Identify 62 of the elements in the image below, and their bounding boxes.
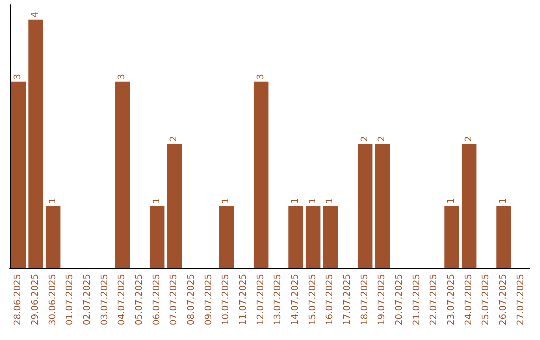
- x-tick-label: 02.07.2025: [83, 274, 93, 326]
- data-label: 1: [308, 198, 318, 204]
- bar: [46, 206, 61, 268]
- x-tick-label: 07.07.2025: [170, 274, 180, 326]
- x-tick-label: 23.07.2025: [447, 274, 457, 326]
- x-tick-label: 08.07.2025: [187, 274, 197, 326]
- x-tick-label: 11.07.2025: [239, 274, 249, 326]
- bar: [254, 82, 269, 268]
- data-label: 1: [326, 198, 336, 204]
- x-tick-label: 09.07.2025: [204, 274, 214, 326]
- x-tick-label: 17.07.2025: [343, 274, 353, 326]
- bar: [28, 20, 44, 268]
- bar: [444, 206, 460, 268]
- x-tick-label: 22.07.2025: [430, 274, 440, 326]
- x-tick-label: 18.07.2025: [360, 274, 370, 326]
- x-tick-label: 12.07.2025: [256, 274, 266, 326]
- bar: [11, 82, 26, 268]
- x-tick-label: 05.07.2025: [135, 274, 145, 326]
- data-label: 2: [464, 136, 474, 142]
- x-tick-label: 30.06.2025: [48, 274, 58, 326]
- x-tick-label: 06.07.2025: [152, 274, 162, 326]
- x-tick-label: 14.07.2025: [291, 274, 301, 326]
- x-tick-label: 04.07.2025: [118, 274, 128, 326]
- data-label: 1: [48, 198, 58, 204]
- bar: [462, 144, 477, 268]
- bar: [150, 206, 165, 268]
- x-tick-label: 24.07.2025: [464, 274, 474, 326]
- data-label: 1: [447, 198, 457, 204]
- bar: [115, 82, 130, 268]
- x-tick-label: 28.06.2025: [14, 274, 24, 326]
- bar: [375, 144, 390, 268]
- x-tick-label: 25.07.2025: [482, 274, 492, 326]
- data-label: 1: [152, 198, 162, 204]
- data-label: 1: [222, 198, 232, 204]
- x-tick-label: 01.07.2025: [66, 274, 76, 326]
- bar: [306, 206, 321, 268]
- data-label: 3: [256, 74, 266, 80]
- bar: [219, 206, 234, 268]
- data-label: 3: [14, 74, 24, 80]
- data-label: 2: [170, 136, 180, 142]
- x-tick-label: 15.07.2025: [308, 274, 318, 326]
- x-tick-label: 26.07.2025: [499, 274, 509, 326]
- data-label: 1: [499, 198, 509, 204]
- data-label: 3: [118, 74, 128, 80]
- data-label: 2: [360, 136, 370, 142]
- data-label: 2: [378, 136, 388, 142]
- data-label: 1: [291, 198, 301, 204]
- x-tick-label: 10.07.2025: [222, 274, 232, 326]
- x-tick-label: 29.06.2025: [31, 274, 41, 326]
- x-tick-label: 03.07.2025: [100, 274, 110, 326]
- x-tick-label: 19.07.2025: [378, 274, 388, 326]
- bar: [323, 206, 338, 268]
- x-tick-label: 16.07.2025: [326, 274, 336, 326]
- bar: [288, 206, 304, 268]
- x-tick-label: 13.07.2025: [274, 274, 284, 326]
- bar: [496, 206, 512, 268]
- bar: [167, 144, 182, 268]
- data-label: 4: [31, 12, 41, 18]
- x-tick-label: 27.07.2025: [516, 274, 526, 326]
- x-tick-label: 20.07.2025: [395, 274, 405, 326]
- bar: [358, 144, 373, 268]
- x-tick-label: 21.07.2025: [412, 274, 422, 326]
